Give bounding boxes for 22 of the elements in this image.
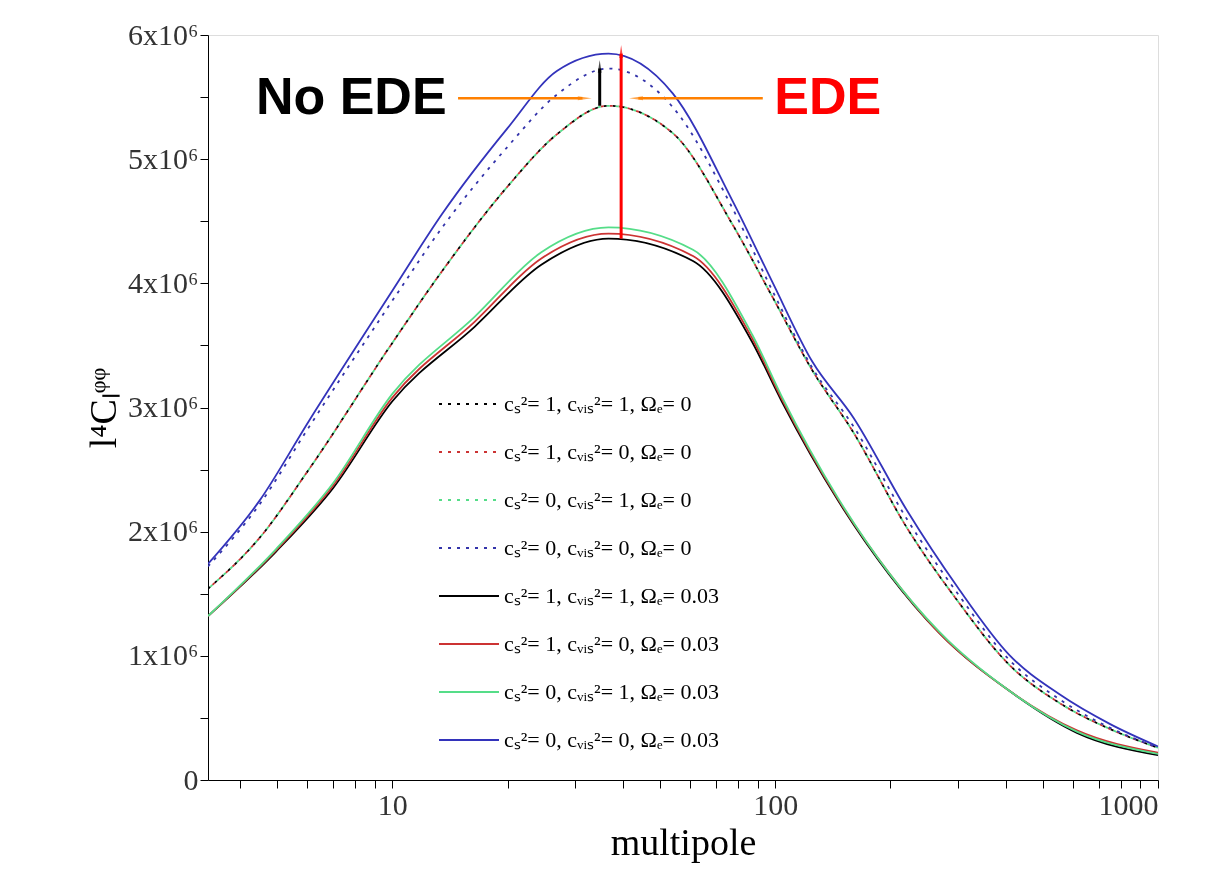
x-tick-label: 1000 <box>1098 787 1159 821</box>
legend-label: cₛ²= 1, cᵥᵢₛ²= 0, Ωₑ= 0.03 <box>504 631 719 656</box>
legend-label: cₛ²= 0, cᵥᵢₛ²= 0, Ωₑ= 0.03 <box>504 727 719 752</box>
x-tick-label: 100 <box>753 787 799 821</box>
annotation: No EDE <box>255 67 447 126</box>
y-tick-label: 5x10⁶ <box>128 141 199 175</box>
x-tick-label: 10 <box>377 787 408 821</box>
y-tick-label: 2x10⁶ <box>128 514 199 548</box>
y-tick-label: 6x10⁶ <box>128 17 199 51</box>
x-axis-title: multipole <box>610 820 757 863</box>
y-tick-label: 4x10⁶ <box>128 265 199 299</box>
y-tick-label: 1x10⁶ <box>128 638 199 672</box>
y-tick-label: 3x10⁶ <box>128 390 199 423</box>
legend-label: cₛ²= 1, cᵥᵢₛ²= 1, Ωₑ= 0 <box>504 391 692 416</box>
legend-label: cₛ²= 0, cᵥᵢₛ²= 1, Ωₑ= 0 <box>504 487 692 512</box>
y-tick-label: 0 <box>183 762 199 796</box>
annotation: EDE <box>774 67 882 126</box>
legend-label: cₛ²= 0, cᵥᵢₛ²= 1, Ωₑ= 0.03 <box>504 679 719 704</box>
legend-label: cₛ²= 0, cᵥᵢₛ²= 0, Ωₑ= 0 <box>504 535 692 560</box>
y-axis-title: l⁴Cₗᵠᵠ <box>82 367 125 449</box>
legend-label: cₛ²= 1, cᵥᵢₛ²= 1, Ωₑ= 0.03 <box>504 583 719 608</box>
legend-label: cₛ²= 1, cᵥᵢₛ²= 0, Ωₑ= 0 <box>504 439 692 464</box>
